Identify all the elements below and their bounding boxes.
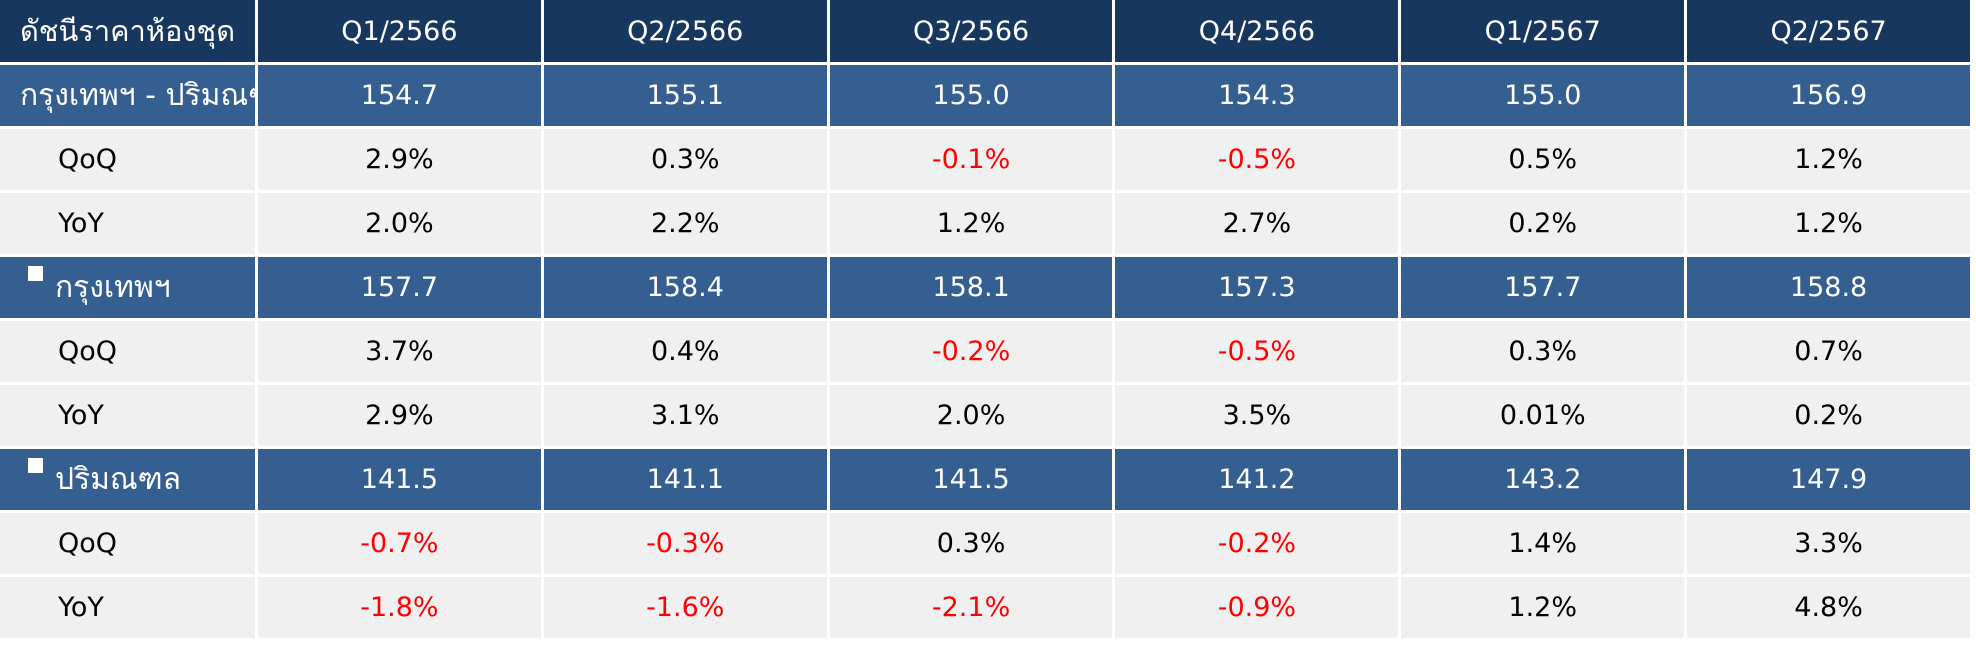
header-quarter: Q4/2566 [1115,0,1399,62]
index-value: 158.8 [1687,257,1970,318]
region-row: กรุงเทพฯ 157.7 158.4 158.1 157.3 157.7 158.8 [0,257,1970,318]
qoq-value: -0.2% [1115,513,1399,574]
qoq-value: 0.7% [1687,321,1970,382]
yoy-value: 2.7% [1115,193,1399,254]
yoy-value: 1.2% [829,193,1113,254]
index-value: 141.5 [829,449,1113,510]
index-value: 155.0 [829,65,1113,126]
qoq-value: -0.1% [829,129,1113,190]
qoq-row: QoQ -0.7% -0.3% 0.3% -0.2% 1.4% 3.3% [0,513,1970,574]
yoy-label: YoY [0,577,255,638]
qoq-value: 1.4% [1401,513,1685,574]
region-label-cell: กรุงเทพฯ [0,257,255,318]
header-quarter: Q2/2566 [543,0,827,62]
qoq-value: 0.3% [543,129,827,190]
yoy-label: YoY [0,193,255,254]
yoy-value: -1.6% [543,577,827,638]
region-label-cell: กรุงเทพฯ - ปริมณฑล [0,65,255,126]
qoq-value: 0.5% [1401,129,1685,190]
qoq-value: 0.3% [1401,321,1685,382]
yoy-label: YoY [0,385,255,446]
index-value: 154.3 [1115,65,1399,126]
header-row: ดัชนีราคาห้องชุด Q1/2566 Q2/2566 Q3/2566… [0,0,1970,62]
index-value: 158.4 [543,257,827,318]
index-value: 156.9 [1687,65,1970,126]
index-value: 158.1 [829,257,1113,318]
index-value: 147.9 [1687,449,1970,510]
qoq-label: QoQ [0,321,255,382]
index-value: 141.1 [543,449,827,510]
region-label: ปริมณฑล [55,462,182,497]
yoy-value: -1.8% [258,577,541,638]
yoy-value: 1.2% [1687,193,1970,254]
header-quarter: Q2/2567 [1687,0,1970,62]
qoq-value: 0.4% [543,321,827,382]
bullet-square-icon [28,458,43,473]
header-quarter: Q1/2567 [1401,0,1685,62]
header-quarter: Q3/2566 [829,0,1113,62]
yoy-value: 4.8% [1687,577,1970,638]
yoy-value: 2.0% [829,385,1113,446]
qoq-row: QoQ 3.7% 0.4% -0.2% -0.5% 0.3% 0.7% [0,321,1970,382]
index-value: 155.1 [543,65,827,126]
yoy-value: 0.2% [1687,385,1970,446]
index-value: 141.2 [1115,449,1399,510]
region-label: กรุงเทพฯ - ปริมณฑล [20,78,255,113]
qoq-value: 0.3% [829,513,1113,574]
index-value: 157.7 [1401,257,1685,318]
qoq-value: -0.3% [543,513,827,574]
region-row: กรุงเทพฯ - ปริมณฑล154.7155.1155.0154.315… [0,65,1970,126]
yoy-value: 2.0% [258,193,541,254]
yoy-row: YoY 2.9% 3.1% 2.0% 3.5% 0.01% 0.2% [0,385,1970,446]
qoq-label: QoQ [0,513,255,574]
region-label-cell: ปริมณฑล [0,449,255,510]
yoy-value: 1.2% [1401,577,1685,638]
qoq-label: QoQ [0,129,255,190]
index-value: 141.5 [258,449,541,510]
yoy-value: -2.1% [829,577,1113,638]
qoq-value: 1.2% [1687,129,1970,190]
qoq-row: QoQ 2.9% 0.3% -0.1% -0.5% 0.5% 1.2% [0,129,1970,190]
index-value: 157.3 [1115,257,1399,318]
yoy-value: 3.1% [543,385,827,446]
qoq-value: 2.9% [258,129,541,190]
yoy-value: 2.2% [543,193,827,254]
yoy-value: 2.9% [258,385,541,446]
qoq-value: -0.7% [258,513,541,574]
condo-price-index-table: ดัชนีราคาห้องชุด Q1/2566 Q2/2566 Q3/2566… [0,0,1970,638]
yoy-value: -0.9% [1115,577,1399,638]
yoy-value: 0.01% [1401,385,1685,446]
table-body: ดัชนีราคาห้องชุด Q1/2566 Q2/2566 Q3/2566… [0,0,1970,638]
region-row: ปริมณฑล 141.5 141.1 141.5 141.2 143.2 147.9 [0,449,1970,510]
qoq-value: 3.7% [258,321,541,382]
header-label: ดัชนีราคาห้องชุด [0,0,255,62]
yoy-value: 3.5% [1115,385,1399,446]
index-value: 154.7 [258,65,541,126]
index-value: 157.7 [258,257,541,318]
qoq-value: -0.5% [1115,321,1399,382]
index-value: 143.2 [1401,449,1685,510]
yoy-value: 0.2% [1401,193,1685,254]
qoq-value: 3.3% [1687,513,1970,574]
region-label: กรุงเทพฯ [55,270,171,305]
qoq-value: -0.5% [1115,129,1399,190]
index-value: 155.0 [1401,65,1685,126]
bullet-square-icon [28,266,43,281]
qoq-value: -0.2% [829,321,1113,382]
yoy-row: YoY 2.0% 2.2% 1.2% 2.7% 0.2% 1.2% [0,193,1970,254]
header-quarter: Q1/2566 [258,0,541,62]
yoy-row: YoY -1.8% -1.6% -2.1% -0.9% 1.2% 4.8% [0,577,1970,638]
